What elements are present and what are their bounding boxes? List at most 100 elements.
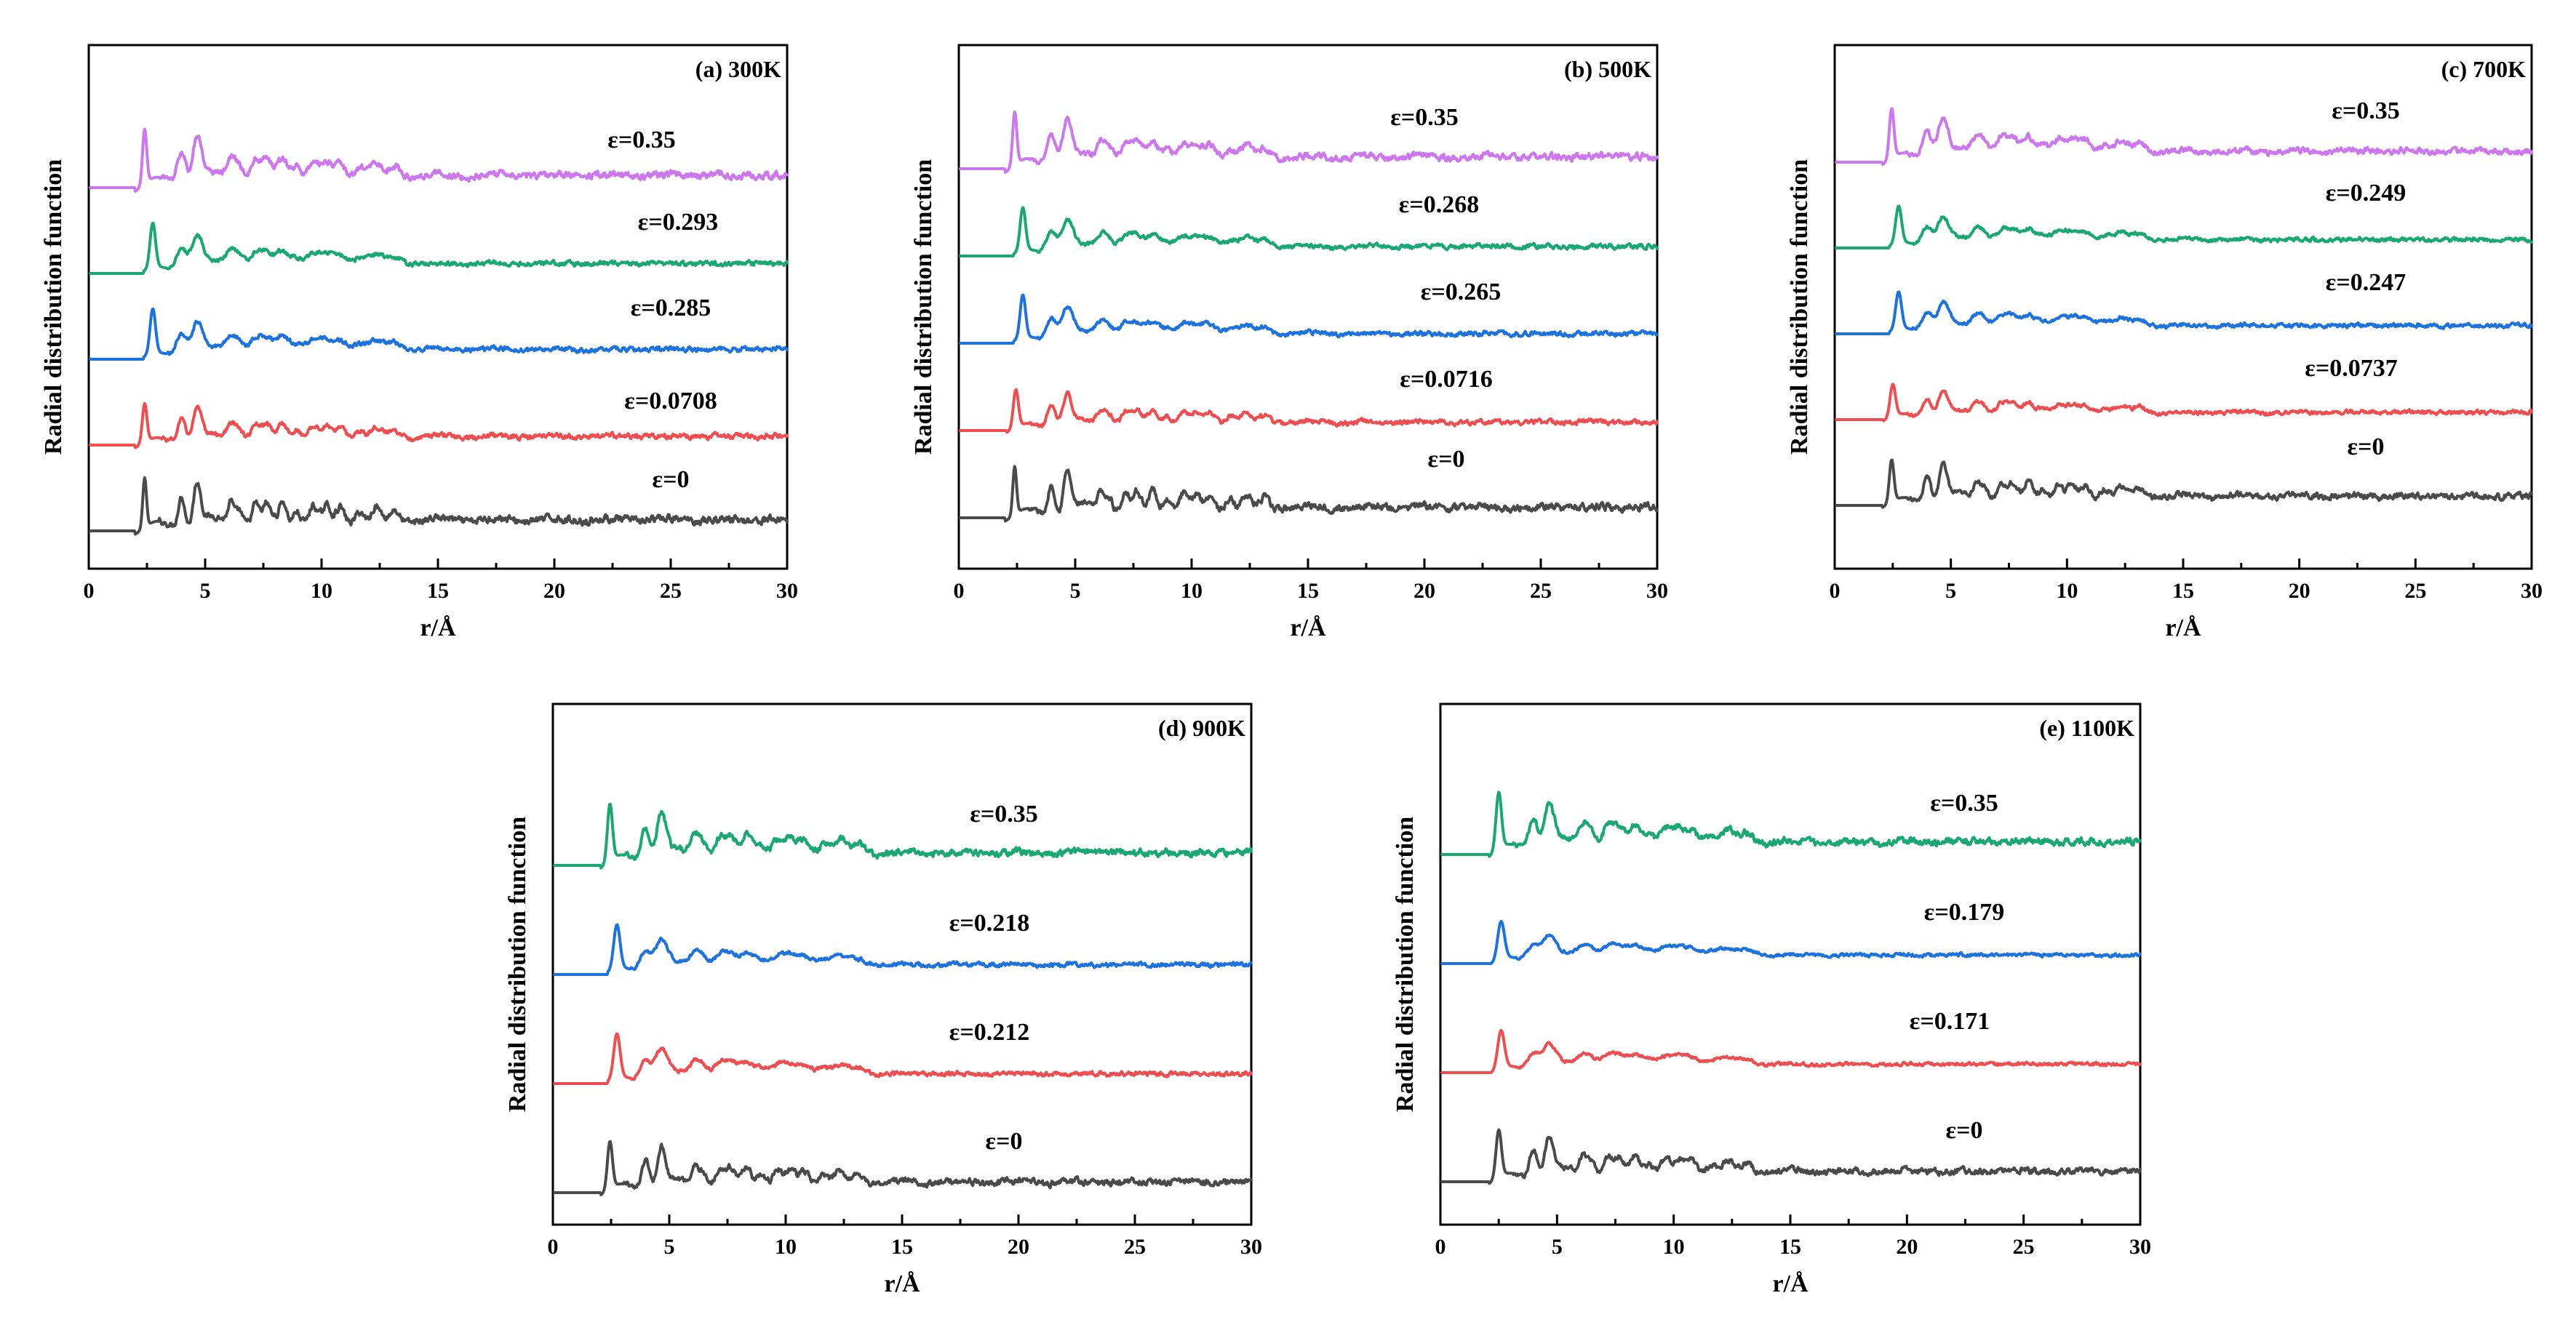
x-tick-label: 25 bbox=[1530, 579, 1552, 603]
x-tick-label: 30 bbox=[2521, 579, 2543, 603]
panel-d: 0 5 10 15 20 25 30 r/Å Radial distribution funct… bbox=[504, 702, 1262, 1297]
x-tick-label: 25 bbox=[2404, 579, 2426, 603]
y-axis-label: Radial distribution function bbox=[1786, 159, 1813, 455]
series-label: ε=0 bbox=[1946, 1117, 1983, 1144]
series-label: ε=0.35 bbox=[970, 801, 1037, 828]
x-tick-label: 20 bbox=[1008, 1235, 1029, 1259]
series-label: ε=0.293 bbox=[638, 209, 718, 236]
series-label: ε=0.171 bbox=[1910, 1008, 1990, 1035]
series-label: ε=0.35 bbox=[1930, 790, 1998, 817]
y-axis-label: Radial distribution function bbox=[40, 159, 67, 455]
x-tick-label: 0 bbox=[1435, 1235, 1446, 1259]
x-tick-label: 20 bbox=[543, 579, 565, 603]
series-label: ε=0 bbox=[986, 1128, 1023, 1155]
x-axis-label: r/Å bbox=[1290, 615, 1326, 641]
x-tick-label: 20 bbox=[1896, 1235, 1918, 1259]
series-line-eps-0.218 bbox=[553, 923, 1253, 976]
panel-title: (c) 700K bbox=[2441, 56, 2527, 82]
x-tick-label: 5 bbox=[200, 579, 211, 603]
series-line-eps-0.35 bbox=[1835, 107, 2533, 167]
series-label: ε=0 bbox=[653, 466, 690, 493]
x-axis-label: r/Å bbox=[1772, 1270, 1809, 1297]
series-label: ε=0.212 bbox=[949, 1019, 1029, 1046]
series-line-eps-0.0737 bbox=[1835, 383, 2533, 423]
series-line-eps-0.268 bbox=[959, 206, 1659, 257]
x-tick-label: 20 bbox=[1413, 579, 1435, 603]
series-line-eps-0 bbox=[89, 476, 789, 536]
series-line-eps-0.35 bbox=[1440, 790, 2142, 858]
series-line-eps-0.35 bbox=[89, 127, 789, 193]
panel-c: 0 5 10 15 20 25 30 r/Å Radial distribution funct… bbox=[1786, 44, 2543, 641]
series-line-eps-0.265 bbox=[959, 293, 1659, 345]
x-tick-label: 25 bbox=[660, 579, 682, 603]
x-tick-label: 15 bbox=[1779, 1235, 1801, 1259]
series-label: ε=0.218 bbox=[949, 910, 1029, 937]
panel-e: 0 5 10 15 20 25 30 r/Å Radial distribution funct… bbox=[1392, 702, 2151, 1297]
panel-title: (a) 300K bbox=[695, 56, 781, 82]
panel-b: 0 5 10 15 20 25 30 r/Å Radial distribution funct… bbox=[910, 44, 1668, 641]
series-line-eps-0.0716 bbox=[959, 388, 1659, 434]
y-axis-label: Radial distribution function bbox=[1392, 817, 1419, 1112]
x-tick-label: 20 bbox=[2289, 579, 2310, 603]
series-line-eps-0.212 bbox=[553, 1032, 1253, 1085]
x-tick-label: 25 bbox=[1124, 1235, 1146, 1259]
x-tick-label: 30 bbox=[1646, 579, 1668, 603]
x-tick-label: 0 bbox=[84, 579, 95, 603]
x-tick-label: 10 bbox=[1663, 1235, 1685, 1259]
x-tick-label: 5 bbox=[1070, 579, 1081, 603]
x-tick-label: 30 bbox=[2129, 1235, 2151, 1259]
series-line-eps-0 bbox=[553, 1140, 1253, 1196]
x-tick-label: 15 bbox=[1297, 579, 1319, 603]
x-tick-label: 30 bbox=[776, 579, 798, 603]
series-line-eps-0 bbox=[1835, 458, 2533, 509]
series-label: ε=0.268 bbox=[1399, 191, 1479, 218]
series-label: ε=0.247 bbox=[2326, 269, 2406, 296]
series-label: ε=0.0737 bbox=[2305, 355, 2397, 382]
series-label: ε=0.249 bbox=[2326, 180, 2406, 207]
x-tick-label: 25 bbox=[2013, 1235, 2035, 1259]
series-label: ε=0 bbox=[1428, 446, 1465, 473]
series-line-eps-0 bbox=[1440, 1128, 2142, 1185]
y-axis-label: Radial distribution function bbox=[504, 817, 531, 1112]
x-axis-label: r/Å bbox=[884, 1270, 920, 1297]
series-line-eps-0.249 bbox=[1835, 204, 2533, 249]
x-tick-label: 5 bbox=[664, 1235, 675, 1259]
series-label: ε=0.285 bbox=[631, 295, 711, 321]
x-tick-label: 30 bbox=[1240, 1235, 1262, 1259]
series-line-eps-0.35 bbox=[959, 110, 1659, 174]
panel-title: (d) 900K bbox=[1158, 715, 1245, 741]
series-line-eps-0.247 bbox=[1835, 290, 2533, 335]
series-line-eps-0.171 bbox=[1440, 1028, 2142, 1074]
x-tick-label: 15 bbox=[2172, 579, 2194, 603]
x-tick-label: 0 bbox=[548, 1235, 559, 1259]
series-line-eps-0.179 bbox=[1440, 919, 2142, 965]
series-label: ε=0.179 bbox=[1924, 899, 2004, 926]
series-label: ε=0.265 bbox=[1421, 279, 1501, 305]
series-label: ε=0.35 bbox=[1390, 104, 1458, 131]
panel-a: 0 5 10 15 20 25 30 r/Å Radial distribution funct… bbox=[40, 44, 798, 641]
x-tick-label: 5 bbox=[1552, 1235, 1563, 1259]
series-label: ε=0 bbox=[2348, 433, 2385, 460]
x-tick-label: 10 bbox=[2056, 579, 2078, 603]
x-tick-label: 10 bbox=[775, 1235, 797, 1259]
x-axis-label: r/Å bbox=[420, 615, 456, 641]
x-tick-label: 0 bbox=[1830, 579, 1841, 603]
series-line-eps-0.293 bbox=[89, 221, 789, 275]
x-tick-label: 15 bbox=[891, 1235, 913, 1259]
x-tick-label: 0 bbox=[954, 579, 965, 603]
series-label: ε=0.35 bbox=[607, 127, 675, 153]
series-label: ε=0.0716 bbox=[1400, 366, 1492, 393]
x-axis-label: r/Å bbox=[2165, 615, 2201, 641]
panel-title: (e) 1100K bbox=[2039, 715, 2134, 741]
panel-title: (b) 500K bbox=[1564, 56, 1651, 82]
series-line-eps-0.0708 bbox=[89, 401, 789, 449]
x-tick-label: 15 bbox=[427, 579, 449, 603]
series-label: ε=0.35 bbox=[2332, 97, 2399, 124]
x-tick-label: 5 bbox=[1945, 579, 1956, 603]
series-line-eps-0.285 bbox=[89, 307, 789, 361]
series-label: ε=0.0708 bbox=[624, 388, 717, 415]
x-tick-label: 10 bbox=[1181, 579, 1203, 603]
x-tick-label: 10 bbox=[311, 579, 332, 603]
series-line-eps-0.35 bbox=[553, 802, 1253, 870]
